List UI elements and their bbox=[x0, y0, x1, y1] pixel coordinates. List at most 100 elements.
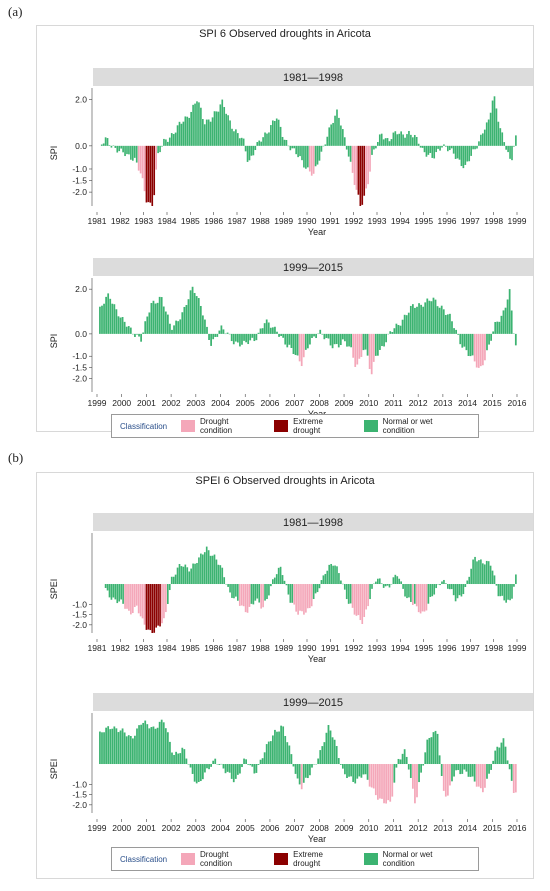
x-tick-label: 2006 bbox=[260, 398, 279, 408]
y-tick-label: -1.0 bbox=[72, 779, 87, 789]
index-bar bbox=[407, 764, 410, 770]
index-bar bbox=[126, 145, 128, 155]
index-bar bbox=[299, 584, 301, 611]
spei-figure: SPEI 6 Observed droughts in Aricota 1981… bbox=[36, 472, 534, 879]
index-bar bbox=[254, 145, 257, 151]
index-bar bbox=[269, 327, 272, 334]
index-bar bbox=[140, 333, 142, 342]
index-bar bbox=[212, 333, 215, 340]
index-bar bbox=[314, 584, 317, 594]
index-bar bbox=[502, 738, 505, 765]
index-bar bbox=[133, 584, 136, 608]
index-bar bbox=[290, 754, 293, 765]
y-tick-label: -1.0 bbox=[72, 164, 87, 174]
index-bar bbox=[323, 333, 326, 340]
index-bar bbox=[496, 746, 499, 765]
index-bar bbox=[339, 764, 342, 765]
index-bar bbox=[456, 145, 459, 159]
index-bar bbox=[118, 584, 121, 602]
index-bar bbox=[479, 333, 482, 367]
index-bar bbox=[316, 584, 319, 593]
index-bar bbox=[264, 584, 266, 601]
index-bar bbox=[295, 145, 297, 155]
index-bar bbox=[277, 567, 280, 585]
index-bar bbox=[406, 134, 408, 146]
index-bar bbox=[377, 764, 379, 800]
index-bar bbox=[325, 333, 328, 338]
index-bar bbox=[185, 758, 188, 765]
index-bar bbox=[489, 565, 492, 585]
legend-item-normal: Normal or wet condition bbox=[363, 417, 466, 435]
index-bar bbox=[126, 584, 128, 609]
x-tick-label: 2013 bbox=[433, 398, 452, 408]
index-bar bbox=[465, 764, 468, 772]
index-bar bbox=[109, 729, 112, 765]
index-bar bbox=[443, 579, 445, 585]
index-bar bbox=[143, 145, 146, 192]
index-bar bbox=[251, 333, 254, 338]
index-bar bbox=[366, 764, 369, 780]
index-bar bbox=[338, 573, 340, 585]
index-bar bbox=[404, 137, 406, 146]
index-bar bbox=[476, 145, 478, 149]
index-bar bbox=[437, 145, 439, 149]
index-bar bbox=[258, 140, 261, 146]
index-bar bbox=[309, 764, 311, 776]
index-bar bbox=[470, 145, 472, 156]
index-bar bbox=[248, 584, 251, 607]
index-bar bbox=[463, 333, 466, 347]
index-bar bbox=[274, 326, 276, 334]
index-bar bbox=[281, 136, 284, 146]
index-bar bbox=[149, 145, 152, 203]
index-bar bbox=[342, 764, 344, 769]
index-bar bbox=[307, 584, 309, 609]
index-bar bbox=[250, 584, 253, 604]
index-bar bbox=[493, 96, 496, 146]
index-bar bbox=[117, 732, 120, 765]
index-bar bbox=[272, 120, 274, 146]
index-bar bbox=[396, 576, 399, 585]
index-bar bbox=[193, 292, 196, 334]
index-bar bbox=[447, 145, 449, 152]
x-tick-label: 1999 bbox=[88, 398, 107, 408]
index-bar bbox=[469, 764, 472, 777]
index-bar bbox=[183, 306, 186, 334]
index-bar bbox=[403, 314, 406, 334]
index-bar bbox=[266, 133, 268, 146]
x-tick-label: 2009 bbox=[335, 398, 354, 408]
index-bar bbox=[354, 764, 357, 784]
index-bar bbox=[340, 580, 342, 585]
index-bar bbox=[330, 124, 332, 146]
index-bar bbox=[203, 552, 206, 585]
index-bar bbox=[195, 296, 198, 334]
index-bar bbox=[385, 333, 387, 343]
index-bar bbox=[234, 764, 237, 779]
index-bar bbox=[109, 298, 112, 334]
index-bar bbox=[242, 138, 245, 146]
index-bar bbox=[422, 306, 425, 334]
index-bar bbox=[409, 305, 412, 334]
index-bar bbox=[124, 145, 126, 157]
index-bar bbox=[275, 574, 278, 585]
index-bar bbox=[304, 333, 307, 350]
index-bar bbox=[310, 145, 313, 176]
x-tick-label: 2013 bbox=[433, 823, 452, 833]
legend-item-extreme: Extreme drought bbox=[274, 417, 352, 435]
index-bar bbox=[278, 333, 280, 337]
x-tick-label: 1999 bbox=[508, 643, 527, 653]
index-bar bbox=[252, 145, 255, 156]
index-bar bbox=[303, 145, 305, 168]
index-bar bbox=[484, 764, 486, 788]
index-bar bbox=[142, 332, 145, 334]
x-tick-label: 2006 bbox=[260, 823, 279, 833]
index-bar bbox=[311, 764, 313, 768]
index-bar bbox=[265, 744, 268, 765]
index-bar bbox=[464, 584, 467, 588]
index-bar bbox=[293, 584, 296, 605]
index-bar bbox=[501, 132, 504, 146]
spei-panel-1-x-axis-label: Year bbox=[308, 654, 326, 664]
index-bar bbox=[473, 764, 476, 782]
index-bar bbox=[351, 584, 354, 608]
spi-panel-1-strip-label: 1981—1998 bbox=[283, 72, 343, 84]
x-tick-label: 2002 bbox=[162, 823, 181, 833]
